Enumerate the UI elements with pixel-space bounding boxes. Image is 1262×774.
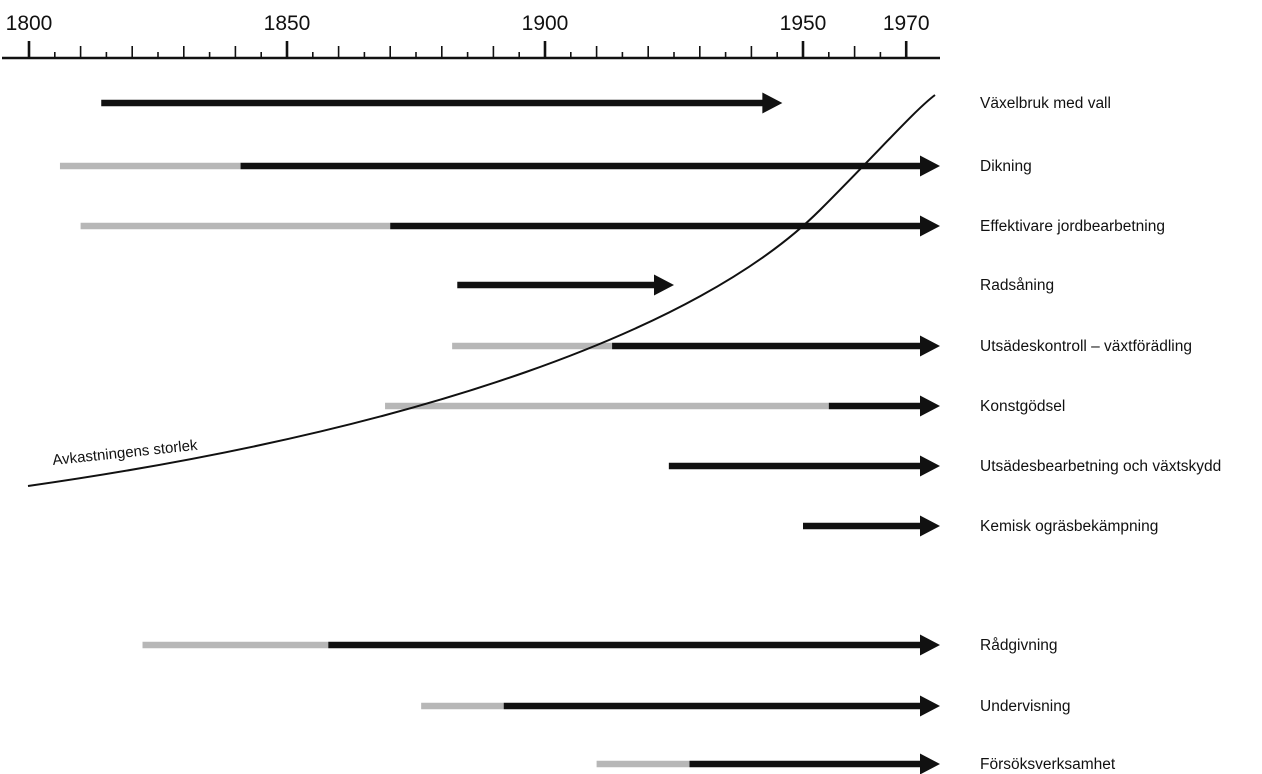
main-phase-bar <box>101 99 764 107</box>
row-label: Effektivare jordbearbetning <box>980 218 1165 235</box>
early-phase-bar <box>59 162 241 170</box>
arrow-head <box>920 335 940 357</box>
row-label: Växelbruk med vall <box>980 95 1111 112</box>
main-phase-bar <box>689 760 921 768</box>
main-phase-bar <box>503 702 921 710</box>
timeline-row <box>596 753 940 774</box>
early-phase-bar <box>80 222 391 230</box>
main-phase-bar <box>328 641 921 649</box>
row-label: Kemisk ogräsbekämpning <box>980 518 1158 535</box>
timeline-row <box>80 215 940 237</box>
arrow-head <box>920 155 940 177</box>
timeline-row <box>452 335 940 357</box>
main-phase-bar <box>390 222 921 230</box>
main-phase-bar <box>668 462 921 470</box>
axis-tick-label: 1970 <box>883 12 930 35</box>
row-label: Konstgödsel <box>980 398 1065 415</box>
main-phase-bar <box>612 342 921 350</box>
arrow-head <box>762 92 783 114</box>
early-phase-bar <box>421 702 504 710</box>
arrow-head <box>920 634 940 656</box>
row-label: Radsåning <box>980 277 1054 294</box>
row-label: Försöksverksamhet <box>980 756 1116 773</box>
timeline-row <box>385 395 940 417</box>
arrow-head <box>920 753 940 774</box>
main-phase-bar <box>457 281 655 289</box>
axis-tick-label: 1850 <box>264 12 311 35</box>
timeline-row <box>803 515 940 537</box>
timeline-row <box>421 695 940 717</box>
axis-tick-label: 1800 <box>6 12 53 35</box>
arrow-head <box>920 395 940 417</box>
row-label: Undervisning <box>980 698 1070 715</box>
yield-curve-line <box>27 94 936 487</box>
axis-tick-label: 1900 <box>522 12 569 35</box>
main-phase-bar <box>828 402 921 410</box>
arrow-head <box>920 215 940 237</box>
row-label: Dikning <box>980 158 1032 175</box>
timeline-bars <box>59 92 940 774</box>
arrow-head <box>920 515 940 537</box>
arrow-head <box>654 274 674 296</box>
early-phase-bar <box>142 641 329 649</box>
main-phase-bar <box>803 522 921 530</box>
timeline-row <box>59 155 940 177</box>
row-label: Utsädesbearbetning och växtskydd <box>980 458 1221 475</box>
yield-curve: Avkastningens storlek <box>27 94 936 487</box>
arrow-head <box>920 695 940 717</box>
early-phase-bar <box>452 342 613 350</box>
early-phase-bar <box>596 760 690 768</box>
timeline-row <box>668 455 940 477</box>
arrow-head <box>920 455 940 477</box>
row-labels: Växelbruk med vall Dikning Effektivare jor… <box>980 95 1221 773</box>
time-axis: 1800 1850 1900 1950 1970 <box>2 12 940 60</box>
timeline-row <box>101 92 783 114</box>
row-label: Utsädeskontroll – växtförädling <box>980 338 1192 355</box>
axis-tick-label: 1950 <box>780 12 827 35</box>
timeline-row <box>142 634 940 656</box>
timeline-row <box>457 274 674 296</box>
row-label: Rådgivning <box>980 637 1058 654</box>
curve-label: Avkastningens storlek <box>52 437 199 469</box>
main-phase-bar <box>240 162 921 170</box>
early-phase-bar <box>385 402 829 410</box>
